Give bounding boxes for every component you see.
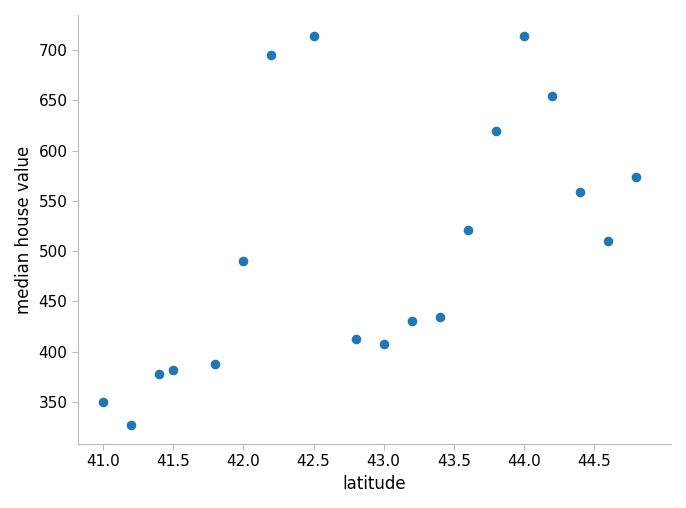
Point xyxy=(266,51,277,59)
Point xyxy=(378,339,389,347)
Point xyxy=(350,334,361,342)
X-axis label: latitude: latitude xyxy=(343,475,406,493)
Point xyxy=(126,421,137,429)
Point xyxy=(154,370,165,378)
Point xyxy=(97,398,108,406)
Point xyxy=(434,313,445,322)
Point xyxy=(462,226,473,234)
Point xyxy=(602,237,613,245)
Y-axis label: median house value: median house value xyxy=(15,145,33,313)
Point xyxy=(238,257,249,265)
Point xyxy=(308,32,319,40)
Point xyxy=(519,32,530,40)
Point xyxy=(630,173,641,181)
Point xyxy=(406,318,417,326)
Point xyxy=(574,188,585,196)
Point xyxy=(168,366,179,374)
Point xyxy=(490,126,501,135)
Point xyxy=(546,92,557,101)
Point xyxy=(210,360,221,368)
